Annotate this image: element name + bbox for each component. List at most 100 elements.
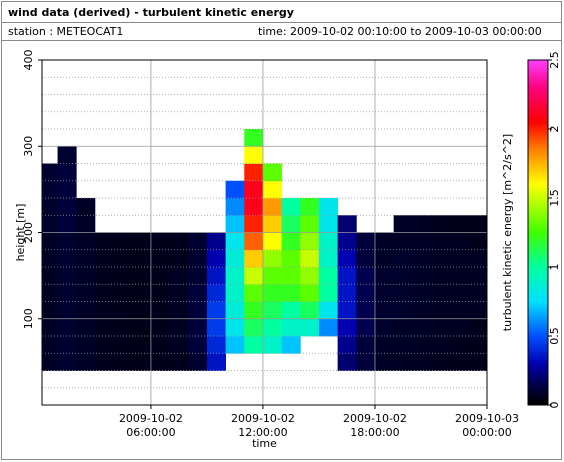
heat-cell — [244, 249, 264, 268]
x-tick-label: 2009-10-02 — [231, 412, 295, 425]
heat-cell — [356, 249, 376, 268]
y-tick-label: 200 — [22, 222, 35, 243]
heat-cell — [225, 318, 245, 337]
heat-cell — [281, 318, 301, 337]
heat-cell — [412, 301, 432, 320]
heat-cell — [262, 180, 283, 199]
heat-cell — [206, 249, 227, 268]
heat-cell — [76, 232, 96, 251]
heat-cell — [393, 301, 413, 320]
heat-cell — [244, 301, 264, 320]
colorbar-tick-label: 0.5 — [548, 327, 561, 345]
heat-cell — [337, 249, 357, 268]
heat-cell — [318, 267, 339, 285]
heat-cell — [206, 353, 227, 371]
heat-cell — [94, 232, 114, 251]
heat-cell — [94, 301, 114, 320]
heat-cell — [430, 249, 451, 268]
heat-cell — [94, 336, 114, 354]
heat-cell — [356, 267, 376, 285]
heat-cell — [188, 232, 208, 251]
heat-cell — [412, 353, 432, 371]
heat-cell — [281, 232, 301, 251]
x-tick-label: 18:00:00 — [350, 426, 399, 439]
x-tick-label: 2009-10-02 — [119, 412, 183, 425]
heat-cell — [57, 267, 77, 285]
heat-cell — [113, 336, 133, 354]
heat-cell — [337, 232, 357, 251]
heat-cell — [42, 267, 58, 285]
heat-cell — [318, 249, 339, 268]
heat-cell — [318, 232, 339, 251]
heat-cell — [188, 284, 208, 302]
heat-cell — [244, 336, 264, 354]
heat-cell — [374, 249, 395, 268]
heat-cell — [113, 249, 133, 268]
heat-cell — [244, 267, 264, 285]
heat-cell — [188, 249, 208, 268]
heat-cell — [206, 284, 227, 302]
y-tick-label: 300 — [22, 136, 35, 157]
heat-cell — [430, 353, 451, 371]
heat-cell — [262, 336, 283, 354]
heat-cell — [225, 215, 245, 233]
heat-cell — [449, 318, 469, 337]
heat-cell — [449, 336, 469, 354]
y-tick-label: 400 — [22, 50, 35, 71]
heat-cell — [57, 284, 77, 302]
heat-cell — [42, 353, 58, 371]
heat-cell — [113, 284, 133, 302]
station: station : METEOCAT1 — [8, 25, 123, 38]
heat-cell — [244, 198, 264, 216]
heat-cell — [57, 249, 77, 268]
heat-cell — [169, 353, 189, 371]
heat-cell — [244, 163, 264, 182]
heat-cell — [225, 198, 245, 216]
heat-cell — [76, 353, 96, 371]
heat-cell — [150, 249, 170, 268]
heat-cell — [337, 301, 357, 320]
heat-cell — [430, 267, 451, 285]
heat-cell — [94, 284, 114, 302]
heat-cell — [430, 318, 451, 337]
heat-cell — [42, 198, 58, 216]
heat-cell — [318, 301, 339, 320]
heat-cell — [150, 232, 170, 251]
heat-cell — [150, 318, 170, 337]
colorbar-tick-label: 2 — [548, 126, 561, 133]
heat-cell — [42, 249, 58, 268]
x-tick-label: 12:00:00 — [238, 426, 287, 439]
heat-cell — [150, 336, 170, 354]
heat-cell — [76, 215, 96, 233]
heat-cell — [430, 232, 451, 251]
heat-cell — [42, 215, 58, 233]
heat-cell — [262, 215, 283, 233]
heat-cell — [132, 336, 152, 354]
colorbar-tick-label: 2.5 — [548, 51, 561, 69]
heat-cell — [225, 180, 245, 199]
heat-cell — [206, 318, 227, 337]
heat-cell — [337, 284, 357, 302]
heat-cell — [449, 249, 469, 268]
colorbar-tick-label: 0 — [548, 402, 561, 409]
heat-cell — [337, 353, 357, 371]
heat-cell — [206, 267, 227, 285]
heat-cell — [374, 267, 395, 285]
heat-cell — [449, 353, 469, 371]
heat-cell — [94, 318, 114, 337]
heat-cell — [132, 249, 152, 268]
heat-cell — [76, 267, 96, 285]
heat-cell — [150, 301, 170, 320]
heat-cell — [337, 336, 357, 354]
heat-cell — [150, 267, 170, 285]
heat-cell — [150, 284, 170, 302]
heat-cell — [244, 284, 264, 302]
heat-cell — [225, 232, 245, 251]
heat-cell — [318, 284, 339, 302]
heat-cell — [468, 267, 488, 285]
heat-cell — [300, 284, 320, 302]
heat-cell — [318, 215, 339, 233]
heat-cell — [337, 267, 357, 285]
heat-cell — [393, 249, 413, 268]
heat-cell — [57, 301, 77, 320]
